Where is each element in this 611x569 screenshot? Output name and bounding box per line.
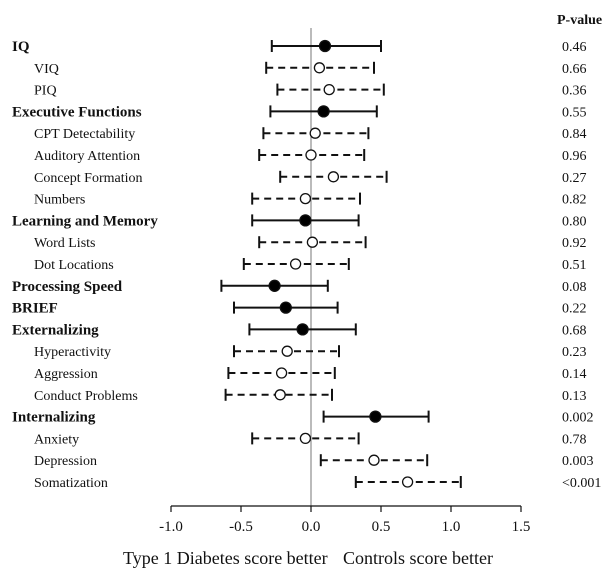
estimate-point-filled bbox=[318, 39, 332, 53]
p-value: 0.14 bbox=[562, 367, 587, 382]
x-tick-label: 0.0 bbox=[302, 519, 321, 535]
x-tick-label: -0.5 bbox=[229, 519, 253, 535]
direction-label-right: Controls score better bbox=[343, 548, 493, 568]
p-value: 0.78 bbox=[562, 432, 587, 447]
row-label: Anxiety bbox=[34, 432, 79, 447]
row-label: Aggression bbox=[34, 367, 98, 382]
forest-row: Numbers 0.82 bbox=[34, 192, 587, 208]
p-value: 0.23 bbox=[562, 345, 587, 360]
estimate-point-open bbox=[327, 171, 340, 183]
estimate-point-open bbox=[305, 149, 317, 161]
p-value: 0.36 bbox=[562, 84, 587, 99]
row-label: Concept Formation bbox=[34, 171, 143, 186]
x-tick-label: 1.0 bbox=[442, 519, 461, 535]
pvalue-header: P-value bbox=[557, 13, 602, 28]
row-label: Dot Locations bbox=[34, 258, 114, 273]
p-value: 0.92 bbox=[562, 236, 587, 251]
row-label: Somatization bbox=[34, 476, 108, 491]
forest-row: Dot Locations 0.51 bbox=[34, 258, 587, 273]
estimate-point-open bbox=[299, 432, 312, 445]
estimate-point-open bbox=[289, 258, 302, 270]
estimate-point-open bbox=[323, 83, 335, 96]
row-label: Word Lists bbox=[34, 236, 95, 251]
p-value: 0.82 bbox=[562, 193, 587, 208]
estimate-point-open bbox=[275, 367, 288, 379]
p-value: 0.55 bbox=[562, 105, 587, 120]
forest-row: Aggression 0.14 bbox=[34, 367, 587, 382]
forest-row: Executive Functions 0.55 bbox=[12, 104, 587, 120]
estimate-point-filled bbox=[317, 105, 330, 118]
p-value: 0.68 bbox=[562, 323, 587, 338]
forest-row: Somatization <0.001 bbox=[34, 476, 601, 491]
p-value: <0.001 bbox=[562, 476, 601, 491]
forest-row: Concept Formation 0.27 bbox=[34, 170, 587, 186]
estimate-point-open bbox=[401, 476, 414, 488]
forest-row: Learning and Memory 0.80 bbox=[12, 213, 587, 229]
row-label: IQ bbox=[12, 39, 30, 55]
p-value: 0.27 bbox=[562, 171, 587, 186]
p-value: 0.80 bbox=[562, 214, 587, 229]
row-label: Learning and Memory bbox=[12, 213, 158, 229]
row-label: BRIEF bbox=[12, 301, 58, 317]
x-axis: -1.0 -0.5 0.0 0.5 1.0 1.5 bbox=[159, 505, 531, 535]
p-value: 0.22 bbox=[562, 302, 587, 317]
p-value: 0.84 bbox=[562, 127, 587, 142]
row-label: PIQ bbox=[34, 84, 57, 99]
forest-row: Hyperactivity 0.23 bbox=[34, 345, 587, 360]
estimate-point-open bbox=[306, 236, 319, 248]
forest-row: IQ 0.46 bbox=[12, 39, 587, 55]
row-label: Externalizing bbox=[12, 322, 99, 338]
row-label: Auditory Attention bbox=[34, 149, 140, 164]
forest-row: Word Lists 0.92 bbox=[34, 236, 587, 251]
row-label: Conduct Problems bbox=[34, 389, 138, 404]
forest-row: Internalizing 0.002 bbox=[12, 410, 594, 426]
forest-row: BRIEF 0.22 bbox=[12, 301, 587, 317]
row-label: Internalizing bbox=[12, 410, 96, 426]
p-value: 0.002 bbox=[562, 411, 594, 426]
estimate-point-filled bbox=[299, 214, 312, 227]
row-label: Hyperactivity bbox=[34, 345, 111, 360]
forest-row: Processing Speed 0.08 bbox=[12, 279, 587, 295]
x-tick-label: 0.5 bbox=[372, 519, 391, 535]
estimate-point-open bbox=[299, 192, 312, 205]
estimate-point-filled bbox=[279, 301, 292, 314]
forest-row: Anxiety 0.78 bbox=[34, 432, 587, 447]
p-value: 0.96 bbox=[562, 149, 587, 164]
forest-row: Depression 0.003 bbox=[34, 454, 594, 469]
estimate-point-open bbox=[274, 389, 286, 401]
row-label: Executive Functions bbox=[12, 104, 142, 120]
forest-row: PIQ 0.36 bbox=[34, 83, 587, 99]
row-label: Numbers bbox=[34, 193, 85, 208]
x-tick-label: -1.0 bbox=[159, 519, 183, 535]
estimate-point-filled bbox=[296, 323, 309, 336]
p-value: 0.66 bbox=[562, 62, 587, 77]
p-value: 0.46 bbox=[562, 40, 587, 55]
estimate-point-open bbox=[309, 127, 321, 139]
estimate-point-filled bbox=[369, 410, 382, 423]
forest-row: Externalizing 0.68 bbox=[12, 322, 587, 338]
p-value: 0.003 bbox=[562, 454, 594, 469]
row-label: Processing Speed bbox=[12, 279, 123, 295]
estimate-point-open bbox=[281, 345, 293, 357]
forest-rows: IQ 0.46 VIQ 0.66 PIQ 0.36 Executive Functions 0… bbox=[12, 39, 601, 491]
row-label: VIQ bbox=[34, 62, 59, 77]
forest-row: CPT Detectability 0.84 bbox=[34, 127, 587, 142]
x-tick-label: 1.5 bbox=[512, 519, 531, 535]
estimate-point-open bbox=[368, 454, 380, 466]
direction-label-left: Type 1 Diabetes score better bbox=[123, 548, 328, 568]
row-label: CPT Detectability bbox=[34, 127, 135, 142]
forest-row: Auditory Attention 0.96 bbox=[34, 149, 587, 164]
forest-row: VIQ 0.66 bbox=[34, 61, 587, 77]
p-value: 0.51 bbox=[562, 258, 587, 273]
p-value: 0.13 bbox=[562, 389, 587, 404]
forest-row: Conduct Problems 0.13 bbox=[34, 388, 587, 404]
estimate-point-filled bbox=[268, 279, 281, 292]
estimate-point-open bbox=[313, 62, 326, 74]
p-value: 0.08 bbox=[562, 280, 587, 295]
row-label: Depression bbox=[34, 454, 97, 469]
